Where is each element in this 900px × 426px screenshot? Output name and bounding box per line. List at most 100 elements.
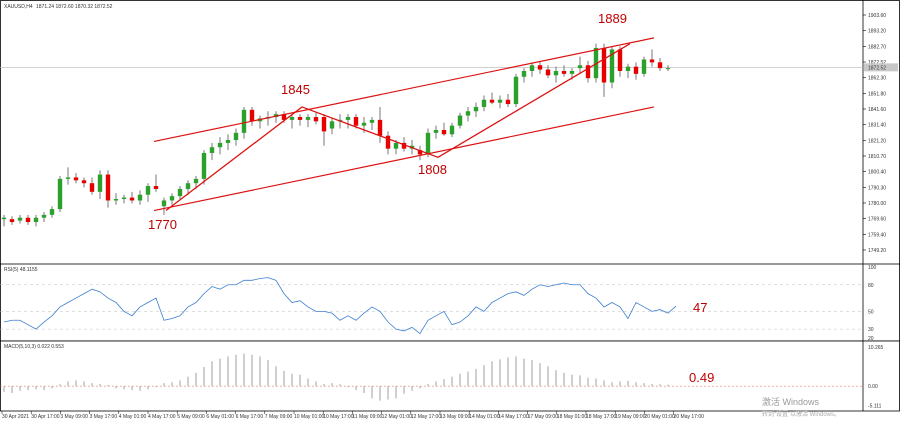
candle-up[interactable] <box>609 49 615 83</box>
candle-up[interactable] <box>193 178 199 184</box>
candle-up[interactable] <box>65 177 71 179</box>
candle-up[interactable] <box>457 115 463 126</box>
candle-down[interactable] <box>105 174 111 201</box>
candle-up[interactable] <box>41 214 47 218</box>
candle-down[interactable] <box>377 119 383 136</box>
candle-up[interactable] <box>497 99 503 103</box>
candle-up[interactable] <box>345 117 351 120</box>
candle-up[interactable] <box>465 111 471 116</box>
candle-up[interactable] <box>433 129 439 133</box>
candle-up[interactable] <box>57 178 63 210</box>
candle-down[interactable] <box>489 99 495 103</box>
time-tick-label: 20 May 01:00 <box>644 414 675 420</box>
candle-up[interactable] <box>449 125 455 135</box>
rsi-value-label: 47 <box>693 300 707 315</box>
candle-up[interactable] <box>177 188 183 197</box>
candle-up[interactable] <box>113 199 119 201</box>
candle-down[interactable] <box>353 117 359 126</box>
candle-up[interactable] <box>201 152 207 179</box>
candle-down[interactable] <box>505 99 511 105</box>
candle-down[interactable] <box>417 150 423 155</box>
candle-down[interactable] <box>281 114 287 120</box>
candle-up[interactable] <box>121 197 127 200</box>
candle-up[interactable] <box>569 70 575 74</box>
candle-down[interactable] <box>617 49 623 71</box>
candle-up[interactable] <box>625 66 631 71</box>
candle-up[interactable] <box>1 217 7 220</box>
candle-down[interactable] <box>9 219 15 223</box>
candle-down[interactable] <box>385 135 391 149</box>
candle-up[interactable] <box>273 114 279 118</box>
candle-up[interactable] <box>209 147 215 153</box>
candle-up[interactable] <box>169 196 175 201</box>
candle-up[interactable] <box>185 183 191 189</box>
rsi-pane[interactable] <box>0 263 900 342</box>
candle-down[interactable] <box>585 65 591 79</box>
candle-up[interactable] <box>665 68 671 70</box>
price-tick-label: 1821.20 <box>868 138 886 144</box>
candle-up[interactable] <box>329 121 335 129</box>
candle-down[interactable] <box>297 117 303 120</box>
time-tick-label: 18 May 01:00 <box>557 414 588 420</box>
candle-up[interactable] <box>161 200 167 207</box>
candle-up[interactable] <box>513 76 519 105</box>
candle-down[interactable] <box>89 183 95 192</box>
candle-up[interactable] <box>361 122 367 126</box>
time-tick-label: 17 May 09:00 <box>528 414 559 420</box>
channel-lower-line[interactable] <box>153 106 655 212</box>
candle-up[interactable] <box>97 174 103 192</box>
time-tick-label: 7 May 09:00 <box>265 414 293 420</box>
macd-pane[interactable] <box>0 340 900 412</box>
candle-down[interactable] <box>73 177 79 181</box>
candle-down[interactable] <box>81 180 87 184</box>
candle-down[interactable] <box>649 59 655 63</box>
candle-up[interactable] <box>473 106 479 112</box>
candle-down[interactable] <box>441 129 447 135</box>
swing-price-label: 1808 <box>418 162 447 177</box>
candle-down[interactable] <box>25 217 31 223</box>
candle-up[interactable] <box>233 132 239 141</box>
candle-up[interactable] <box>225 140 231 143</box>
candle-up[interactable] <box>369 119 375 123</box>
candle-up[interactable] <box>137 194 143 201</box>
candle-up[interactable] <box>145 186 151 195</box>
candle-down[interactable] <box>321 117 327 132</box>
candle-down[interactable] <box>561 70 567 74</box>
time-tick-label: 6 May 01:00 <box>206 414 234 420</box>
candle-up[interactable] <box>217 142 223 148</box>
candle-down[interactable] <box>249 109 255 122</box>
candle-up[interactable] <box>553 70 559 76</box>
candle-up[interactable] <box>33 217 39 223</box>
candle-down[interactable] <box>633 66 639 74</box>
time-tick-label: 4 May 17:00 <box>148 414 176 420</box>
wave-line[interactable] <box>165 43 631 212</box>
candle-down[interactable] <box>537 65 543 70</box>
candle-up[interactable] <box>49 209 55 215</box>
candle-up[interactable] <box>529 65 535 71</box>
candle-up[interactable] <box>305 117 311 120</box>
candle-up[interactable] <box>425 132 431 155</box>
candle-up[interactable] <box>521 70 527 77</box>
time-tick-label: 30 Apr 2021 <box>2 414 29 420</box>
candle-up[interactable] <box>481 99 487 107</box>
candle-up[interactable] <box>641 59 647 74</box>
channel-upper-line[interactable] <box>153 37 655 143</box>
current-price-marker <box>864 63 898 72</box>
rsi-line[interactable] <box>3 277 677 335</box>
candle-down[interactable] <box>129 197 135 201</box>
macd-tick-label: -5.111 <box>868 404 882 410</box>
watermark-line-2: 转到“设置”以激活 Windows。 <box>762 410 840 418</box>
candle-down[interactable] <box>313 117 319 122</box>
candle-up[interactable] <box>577 65 583 69</box>
candle-up[interactable] <box>17 217 23 221</box>
candle-down[interactable] <box>545 69 551 76</box>
candle-up[interactable] <box>289 117 295 120</box>
time-tick-label: 18 May 17:00 <box>586 414 617 420</box>
candle-up[interactable] <box>393 142 399 149</box>
candle-down[interactable] <box>601 47 607 83</box>
candle-down[interactable] <box>657 62 663 69</box>
candle-down[interactable] <box>153 186 159 189</box>
candle-down[interactable] <box>401 142 407 149</box>
candle-up[interactable] <box>241 109 247 133</box>
